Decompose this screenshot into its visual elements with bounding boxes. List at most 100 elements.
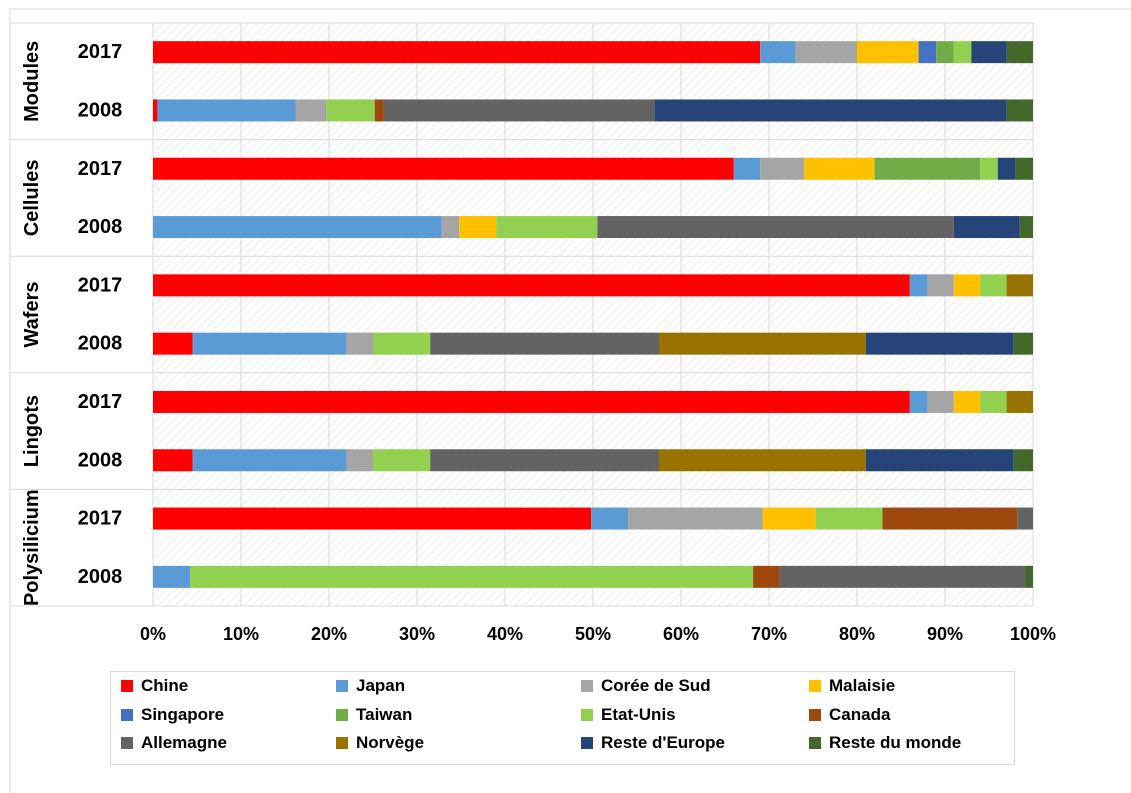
bar-segment [1013, 332, 1033, 355]
bar-segment [153, 390, 910, 413]
legend-label: Canada [829, 705, 891, 724]
x-tick-label: 80% [839, 624, 875, 644]
bar-segment [346, 449, 373, 472]
bar-segment [326, 99, 375, 122]
bar-segment [153, 41, 761, 64]
legend-item: Reste du monde [809, 733, 961, 753]
x-tick-label: 20% [311, 624, 347, 644]
bar-segment [628, 507, 763, 530]
legend-item: Japan [336, 676, 405, 696]
bar-segment [153, 332, 193, 355]
legend-swatch [336, 680, 348, 692]
bar-segment [153, 216, 442, 239]
group-label: Modules [21, 41, 43, 122]
legend-swatch [121, 709, 133, 721]
legend-item: Reste d'Europe [581, 733, 725, 753]
legend-item: Singapore [121, 705, 224, 725]
legend-swatch [809, 680, 821, 692]
legend-item: Chine [121, 676, 188, 696]
bars [153, 41, 1033, 588]
legend-swatch [581, 737, 593, 749]
bar-segment [591, 507, 629, 530]
bar-segment [496, 216, 598, 239]
bar-segment [659, 332, 866, 355]
bar-segment [1006, 41, 1033, 64]
bar-segment [153, 157, 734, 180]
x-tick-label: 10% [223, 624, 259, 644]
bar-segment [980, 274, 1007, 297]
category-label: 2008 [78, 333, 123, 355]
group-label: Cellules [21, 160, 43, 237]
legend-label: Chine [141, 676, 189, 695]
bar-segment [997, 157, 1016, 180]
bar-segment [157, 99, 296, 122]
legend-label: Taiwan [356, 705, 413, 724]
bar-segment [762, 507, 816, 530]
bar-segment [295, 99, 327, 122]
bar-segment [441, 216, 460, 239]
bar-segment [760, 157, 805, 180]
bar-segment [753, 565, 780, 588]
bar-segment [927, 390, 954, 413]
bar-segment [918, 41, 937, 64]
bar-segment [1013, 449, 1033, 472]
x-tick-labels: 0% 10% 20% 30% 40% 50% 60% 70% 80% 90% 100% [140, 624, 1056, 644]
category-label: 2017 [78, 391, 123, 413]
legend-item: Etat-Unis [581, 705, 676, 725]
category-label: 2008 [78, 449, 123, 471]
bar-segment [1015, 157, 1033, 180]
x-tick-label: 70% [751, 624, 787, 644]
legend-item: Norvège [336, 733, 424, 753]
bar-segment [373, 449, 431, 472]
category-label: 2017 [78, 274, 123, 296]
bar-segment [153, 274, 910, 297]
legend-item: Taiwan [336, 705, 412, 725]
bar-segment [815, 507, 883, 530]
category-label: 2017 [78, 41, 123, 63]
x-tick-label: 60% [663, 624, 699, 644]
bar-segment [430, 449, 659, 472]
bar-segment [346, 332, 373, 355]
bar-segment [909, 390, 928, 413]
bar-segment [760, 41, 796, 64]
bar-segment [153, 449, 193, 472]
category-label: 2017 [78, 508, 123, 530]
bar-segment [1017, 507, 1033, 530]
bar-segment [804, 157, 875, 180]
legend-swatch [121, 680, 133, 692]
bar-segment [1006, 390, 1033, 413]
legend-swatch [121, 737, 133, 749]
bar-segment [953, 390, 981, 413]
bar-segment [1006, 274, 1033, 297]
category-label: 2008 [78, 216, 123, 238]
legend-label: Reste d'Europe [601, 733, 726, 752]
bar-segment [659, 449, 866, 472]
bar-segment [1025, 565, 1033, 588]
bar-segment [383, 99, 655, 122]
x-tick-label: 50% [575, 624, 611, 644]
category-label: 2008 [78, 566, 123, 588]
bar-segment [189, 565, 754, 588]
bar-segment [192, 332, 347, 355]
bar-segment [153, 565, 190, 588]
x-tick-label: 40% [487, 624, 523, 644]
legend-swatch [336, 737, 348, 749]
legend-item: Allemagne [121, 733, 227, 753]
bar-segment [597, 216, 954, 239]
group-labels: Modules Cellules Wafers Lingots Polysilicium [21, 41, 43, 606]
bar-segment [192, 449, 347, 472]
bar-segment [865, 332, 1014, 355]
legend-swatch [809, 737, 821, 749]
bar-segment [654, 99, 1007, 122]
legend-label: Reste du monde [829, 733, 962, 752]
bar-segment [1019, 216, 1033, 239]
bar-segment [1006, 99, 1033, 122]
legend-item: Corée de Sud [581, 676, 711, 696]
bar-segment [874, 157, 981, 180]
bar-segment [971, 41, 1007, 64]
legend-label: Singapore [141, 705, 225, 724]
bar-segment [153, 507, 592, 530]
legend-swatch [809, 709, 821, 721]
bar-segment [882, 507, 1018, 530]
